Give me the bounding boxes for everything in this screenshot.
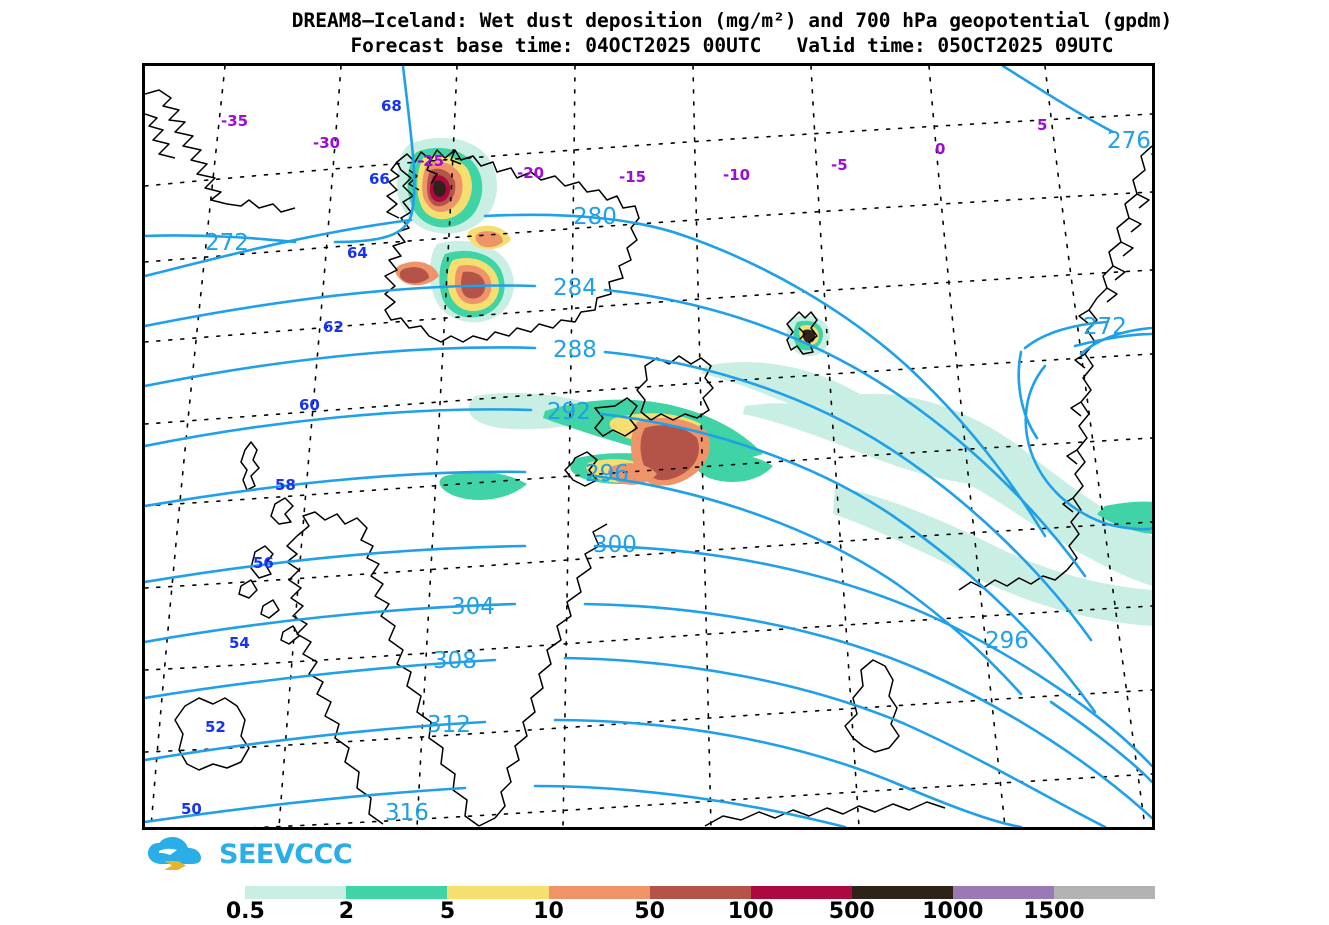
geopotential-contour-layer (145, 66, 1152, 827)
deposition-colorbar: 0.5 2 5 10 50 100 500 1000 1500 (142, 886, 1155, 924)
longitude-label-layer: -35 -30 -25 -20 -15 -10 -5 0 5 (221, 112, 1047, 186)
colorbar-bands (142, 886, 1155, 899)
colorbar-band-5 (750, 886, 852, 899)
contour-272 (145, 234, 297, 244)
cloud-arrow-glyph (148, 837, 201, 870)
colorbar-band-1 (346, 886, 448, 899)
graticule-layer (145, 66, 1152, 827)
contour-312 (145, 720, 487, 762)
lat-label-58: 58 (275, 476, 296, 494)
contour-label-272: 272 (205, 230, 249, 256)
map-plot-area: 272 276 280 284 288 292 296 296 300 304 … (142, 63, 1155, 830)
contour-308 (145, 658, 497, 700)
contour-label-284: 284 (553, 275, 597, 301)
colorbar-tick-100: 100 (727, 899, 774, 924)
colorbar-band-0 (245, 886, 347, 899)
colorbar-tick-1500: 1500 (1023, 899, 1085, 924)
colorbar-band-2 (447, 886, 549, 899)
contour-label-276: 276 (1107, 128, 1151, 154)
cloud-icon (146, 837, 212, 871)
chart-title-block: DREAM8—Iceland: Wet dust deposition (mg/… (142, 8, 1322, 58)
lon-label-5: 5 (1037, 116, 1047, 134)
colorbar-band-3 (548, 886, 650, 899)
lon-label-m15: -15 (619, 168, 646, 186)
colorbar-tick-labels: 0.5 2 5 10 50 100 500 1000 1500 (142, 900, 1155, 924)
colorbar-tick-10: 10 (533, 899, 564, 924)
lat-label-56: 56 (253, 554, 274, 572)
contour-label-296a: 296 (585, 461, 629, 487)
colorbar-tick-500: 500 (828, 899, 875, 924)
contour-label-300: 300 (593, 532, 637, 558)
colorbar-tick-1000: 1000 (922, 899, 984, 924)
contour-284 (145, 284, 537, 328)
contour-288 (145, 346, 537, 388)
contour-label-312: 312 (427, 712, 471, 738)
lon-label-m5: -5 (831, 156, 848, 174)
contour-label-316: 316 (385, 800, 429, 826)
colorbar-band-7 (952, 886, 1054, 899)
lon-label-m30: -30 (313, 134, 340, 152)
contour-label-288: 288 (553, 337, 597, 363)
colorbar-tick-5: 5 (439, 899, 456, 924)
contour-292 (145, 408, 533, 448)
colorbar-band-8 (1053, 886, 1155, 899)
contour-label-280: 280 (573, 204, 617, 230)
lat-label-68: 68 (381, 97, 402, 115)
contour-label-296b: 296 (985, 628, 1029, 654)
contour-316 (145, 786, 467, 824)
lon-label-m35: -35 (221, 112, 248, 130)
lat-label-54: 54 (229, 634, 250, 652)
lat-label-64: 64 (347, 244, 368, 262)
colorbar-band-4 (649, 886, 751, 899)
lat-label-52: 52 (205, 718, 226, 736)
colorbar-spacer (142, 886, 245, 899)
contour-296 (145, 470, 527, 508)
contour-300 (145, 544, 527, 584)
lat-label-62: 62 (323, 318, 344, 336)
contour-label-292: 292 (547, 399, 591, 425)
colorbar-band-6 (851, 886, 953, 899)
contour-280 (145, 218, 413, 278)
contour-276 (1001, 66, 1115, 134)
contour-label-308: 308 (433, 648, 477, 674)
logo-text: SEEVCCC (219, 838, 353, 870)
seevccc-logo: SEEVCCC (146, 834, 376, 874)
lat-label-50: 50 (181, 800, 202, 818)
colorbar-tick-50: 50 (634, 899, 665, 924)
lat-label-60: 60 (299, 396, 320, 414)
contour-label-304: 304 (451, 594, 495, 620)
colorbar-tick-0.5: 0.5 (225, 899, 265, 924)
dust-deposition-layer (395, 137, 1152, 626)
lon-label-0: 0 (935, 140, 945, 158)
latitude-label-layer: 68 66 64 62 60 58 56 54 52 50 (181, 97, 402, 818)
lon-label-m25: -25 (417, 152, 444, 170)
lon-label-m10: -10 (723, 166, 750, 184)
colorbar-tick-2: 2 (338, 899, 355, 924)
page-title: DREAM8—Iceland: Wet dust deposition (mg/… (291, 9, 1173, 32)
contour-label-layer: 272 276 280 284 288 292 296 296 300 304 … (205, 128, 1151, 826)
contour-304 (145, 602, 517, 644)
map-canvas: 272 276 280 284 288 292 296 296 300 304 … (145, 66, 1152, 827)
contour-label-right-edge: 272 (1083, 314, 1127, 340)
forecast-time-subtitle: Forecast base time: 04OCT2025 00UTC Vali… (350, 34, 1114, 57)
lon-label-m20: -20 (517, 164, 544, 182)
lat-label-66: 66 (369, 170, 390, 188)
